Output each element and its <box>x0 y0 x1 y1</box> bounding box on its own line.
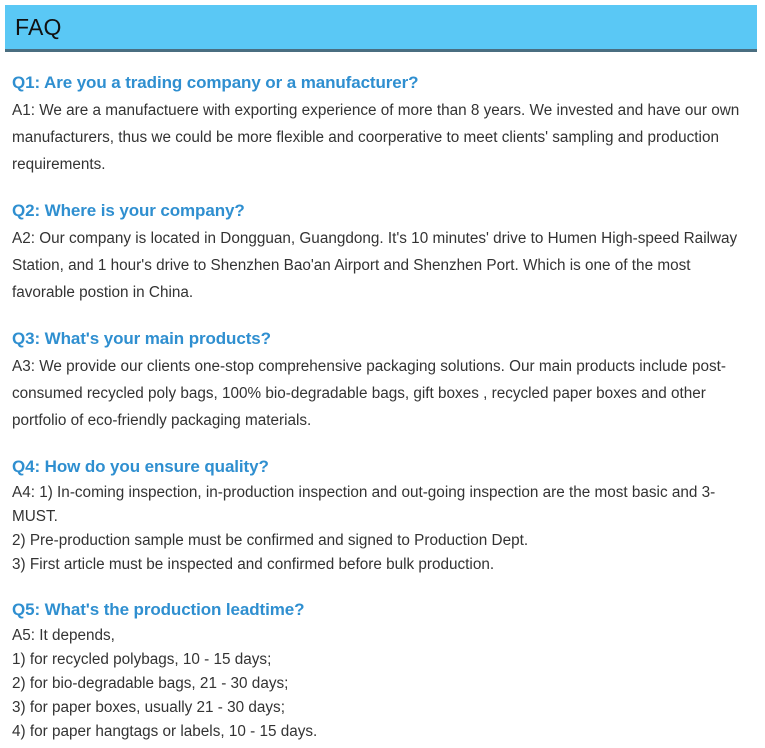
faq-question: Q5: What's the production leadtime? <box>12 600 305 619</box>
faq-answer-line: 2) for bio-degradable bags, 21 - 30 days… <box>12 675 289 692</box>
faq-item: Q3: What's your main products? A3: We pr… <box>12 326 753 434</box>
faq-answer: A1: We are a manufactuere with exporting… <box>12 102 740 173</box>
faq-answer: A5: It depends, 1) for recycled polybags… <box>12 624 752 744</box>
faq-banner: FAQ <box>5 5 757 52</box>
faq-answer: A3: We provide our clients one-stop comp… <box>12 358 726 429</box>
faq-answer-line: A5: It depends, <box>12 627 115 644</box>
page-title: FAQ <box>15 14 62 40</box>
faq-answer-line: 2) Pre-production sample must be confirm… <box>12 532 529 549</box>
faq-question: Q2: Where is your company? <box>12 201 245 220</box>
faq-item: Q5: What's the production leadtime? A5: … <box>12 597 753 744</box>
faq-item: Q4: How do you ensure quality? A4: 1) In… <box>12 454 753 577</box>
faq-answer-line: 3) for paper boxes, usually 21 - 30 days… <box>12 699 285 716</box>
faq-item: Q1: Are you a trading company or a manuf… <box>12 70 753 178</box>
faq-question: Q1: Are you a trading company or a manuf… <box>12 73 419 92</box>
faq-item: Q2: Where is your company? A2: Our compa… <box>12 198 753 306</box>
faq-question: Q3: What's your main products? <box>12 329 271 348</box>
faq-answer-line: A4: 1) In-coming inspection, in-producti… <box>12 484 716 525</box>
faq-answer: A2: Our company is located in Dongguan, … <box>12 230 738 301</box>
faq-question: Q4: How do you ensure quality? <box>12 457 269 476</box>
faq-answer-line: 3) First article must be inspected and c… <box>12 556 495 573</box>
faq-answer: A4: 1) In-coming inspection, in-producti… <box>12 481 752 577</box>
faq-answer-line: 1) for recycled polybags, 10 - 15 days; <box>12 651 272 668</box>
faq-list: Q1: Are you a trading company or a manuf… <box>0 52 765 744</box>
faq-answer-line: 4) for paper hangtags or labels, 10 - 15… <box>12 723 318 740</box>
